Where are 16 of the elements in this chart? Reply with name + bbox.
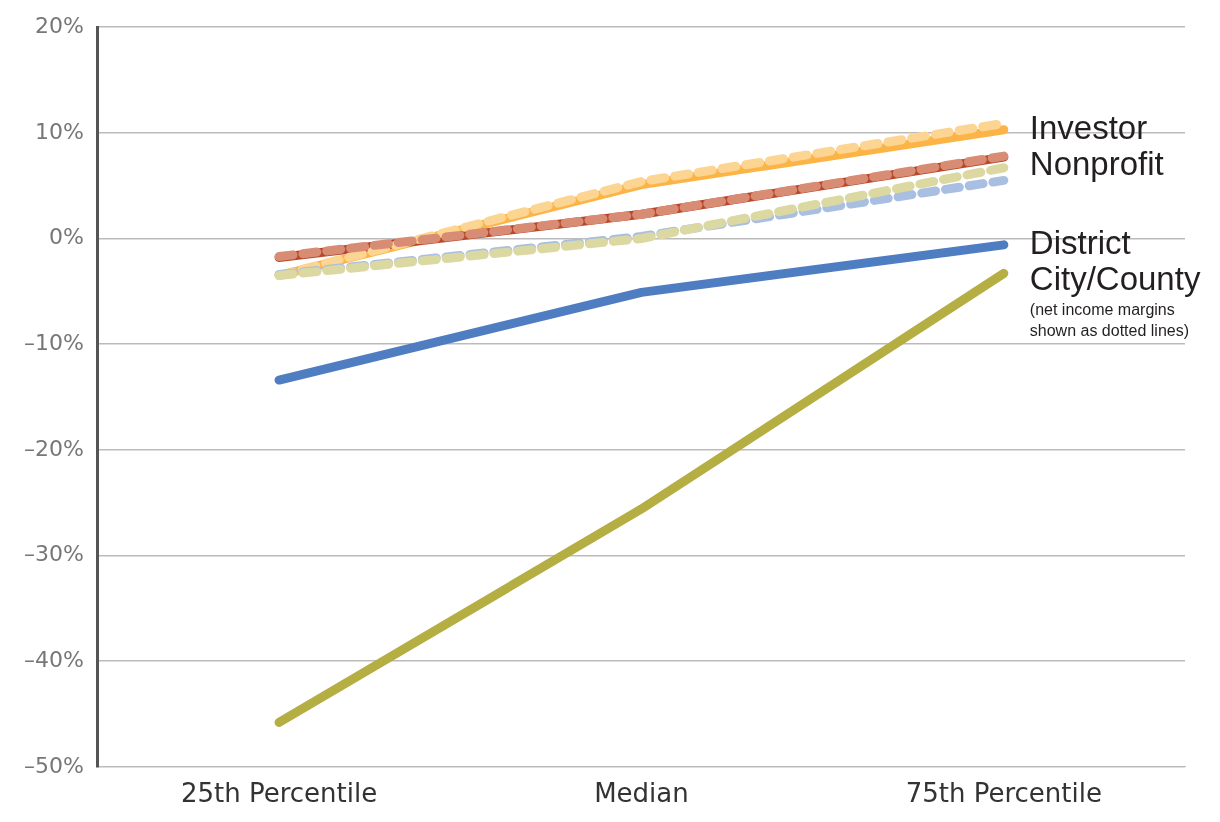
series-label: Nonprofit [1029,144,1164,182]
annotation: (net income margins shown as dotted lines) [1029,301,1190,340]
series-label: Investor [1029,108,1148,146]
y-tick-label: –10% [23,329,84,355]
y-tick-label: –30% [23,541,84,567]
y-tick-label: –20% [23,435,84,461]
y-tick-label: 0% [48,224,84,250]
series-label: District [1029,223,1131,261]
y-tick-label: –40% [23,646,84,672]
series-label: City/County [1029,259,1201,297]
y-tick-label: 20% [34,12,84,38]
x-tick-label: 75th Percentile [905,778,1102,809]
x-tick-label: 25th Percentile [180,778,378,809]
y-tick-label: –50% [23,752,84,778]
x-tick-label: Median [594,778,689,809]
y-tick-label: 10% [34,118,84,144]
